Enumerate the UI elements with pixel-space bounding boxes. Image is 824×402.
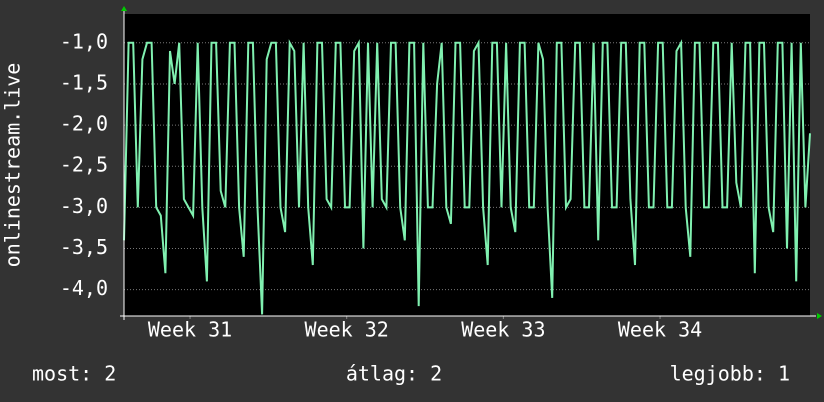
y-tick-label: -2,0 <box>60 112 108 136</box>
y-tick-label: -1,0 <box>60 29 108 53</box>
data-line <box>123 39 811 315</box>
x-tick-label: Week 34 <box>618 318 702 342</box>
x-tick-label: Week 33 <box>461 318 545 342</box>
y-arrow <box>121 6 127 11</box>
x-tick-label: Week 32 <box>305 318 389 342</box>
footer-stat: átlag: 2 <box>346 362 442 386</box>
footer-stat: legjobb: 1 <box>670 362 790 386</box>
y-tick-label: -2,5 <box>60 153 108 177</box>
y-axis-label: onlinestream.live <box>1 63 25 268</box>
y-tick-label: -1,5 <box>60 70 108 94</box>
x-tick-label: Week 31 <box>148 318 232 342</box>
footer-stat: most: 2 <box>32 362 116 386</box>
x-arrow <box>817 313 822 319</box>
y-tick-label: -3,0 <box>60 194 108 218</box>
y-tick-label: -3,5 <box>60 235 108 259</box>
y-tick-label: -4,0 <box>60 276 108 300</box>
